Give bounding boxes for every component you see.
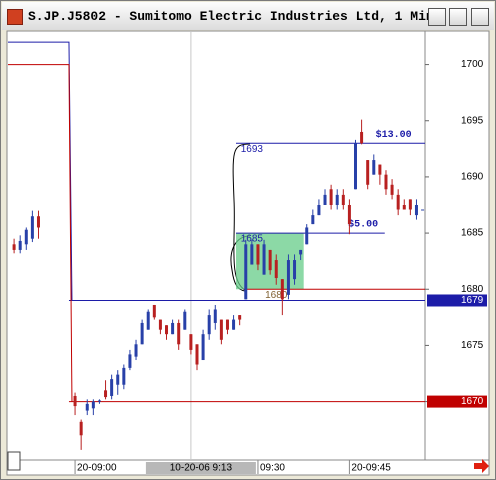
maximize-button[interactable]: [449, 8, 467, 26]
price-tag-label: 1679: [461, 295, 484, 306]
candle-body: [213, 309, 217, 323]
candle-body: [207, 315, 211, 335]
candle-body: [366, 160, 370, 185]
candle-body: [299, 249, 303, 255]
candle-body: [128, 354, 132, 368]
level-step: [8, 64, 73, 402]
candle-body: [293, 260, 297, 280]
window-title: S.JP.J5802 - Sumitomo Electric Industrie…: [28, 9, 434, 24]
candle-body: [286, 260, 290, 295]
candle-body: [354, 143, 357, 190]
candle-body: [347, 204, 351, 225]
candle-body: [396, 194, 400, 210]
candle-body: [250, 244, 254, 265]
candle-body: [238, 315, 242, 320]
cursor-label: 10-20-06 9:13: [170, 463, 233, 474]
candle-body: [390, 184, 394, 195]
annotation: $5.00: [348, 219, 378, 231]
candle-body: [414, 204, 418, 216]
bracket: [232, 143, 251, 291]
candle-body: [378, 164, 382, 175]
candle-body: [183, 311, 187, 330]
candle-body: [24, 229, 28, 245]
candle-body: [256, 244, 260, 265]
candle-body: [305, 227, 309, 245]
y-tick-label: 1675: [461, 340, 484, 351]
candle-body: [280, 279, 284, 300]
title-bar: S.JP.J5802 - Sumitomo Electric Industrie…: [2, 2, 494, 30]
cursor-label-bg: [145, 462, 256, 474]
candle-body: [225, 319, 229, 330]
candle-body: [421, 209, 425, 211]
candle-body: [262, 244, 266, 275]
candle-body: [12, 244, 16, 250]
candle-body: [402, 204, 406, 210]
candle-body: [104, 390, 108, 398]
level-label: 1680: [265, 290, 288, 301]
scroll-box[interactable]: [7, 451, 21, 471]
candle-body: [323, 194, 327, 205]
x-tick-label: 20-09:45: [351, 463, 391, 474]
y-tick-label: 1695: [461, 115, 484, 126]
candle-body: [335, 194, 339, 205]
price-tag-label: 1670: [461, 396, 484, 407]
candle-body: [360, 131, 364, 144]
candle-body: [73, 395, 77, 407]
candle-body: [384, 174, 388, 190]
price-tag: [427, 395, 487, 408]
x-tick-label: 09:30: [260, 463, 285, 474]
candle-body: [317, 204, 321, 216]
candle-body: [311, 215, 315, 225]
candle-body: [171, 322, 175, 335]
price-tag: [427, 294, 487, 307]
candle-body: [134, 344, 138, 357]
candle-body: [372, 160, 376, 175]
candle-body: [268, 249, 272, 271]
candle-body: [18, 240, 22, 250]
candle-body: [219, 319, 223, 340]
candle-body: [152, 304, 156, 318]
level-label: 1693: [241, 144, 264, 155]
candle-body: [30, 216, 34, 239]
candle-body: [158, 319, 162, 330]
scroll-right-arrow[interactable]: [474, 459, 489, 473]
level-label: 1685: [241, 234, 264, 245]
x-tick-label: 20-09:00: [77, 463, 117, 474]
y-tick-label: 1700: [461, 59, 484, 70]
candle-body: [116, 374, 120, 385]
candle-body: [97, 400, 101, 402]
candle-body: [79, 421, 83, 436]
candle-body: [36, 216, 40, 228]
level-step: [8, 41, 73, 301]
candle-body: [85, 403, 89, 411]
candle-body: [91, 401, 95, 409]
candle-body: [408, 199, 412, 210]
minimize-button[interactable]: [428, 8, 446, 26]
candle-body: [201, 334, 205, 361]
candle-body: [146, 311, 150, 330]
annotation: $13.00: [376, 129, 412, 141]
y-tick-label: 1685: [461, 228, 484, 239]
candle-body: [177, 322, 181, 345]
candle-body: [244, 244, 248, 300]
candle-body: [274, 260, 278, 279]
close-button[interactable]: [471, 8, 489, 26]
y-tick-label: 1680: [461, 284, 484, 295]
candle-body: [232, 319, 236, 330]
candle-body: [140, 322, 144, 345]
y-tick-label: 1690: [461, 172, 484, 183]
candle-body: [341, 194, 345, 205]
app-icon: [7, 9, 23, 25]
candle-body: [165, 325, 169, 335]
candle-body: [122, 367, 126, 385]
candle-body: [110, 379, 114, 396]
candle-body: [189, 334, 193, 350]
candle-body: [195, 344, 199, 365]
candle-body: [329, 189, 333, 205]
